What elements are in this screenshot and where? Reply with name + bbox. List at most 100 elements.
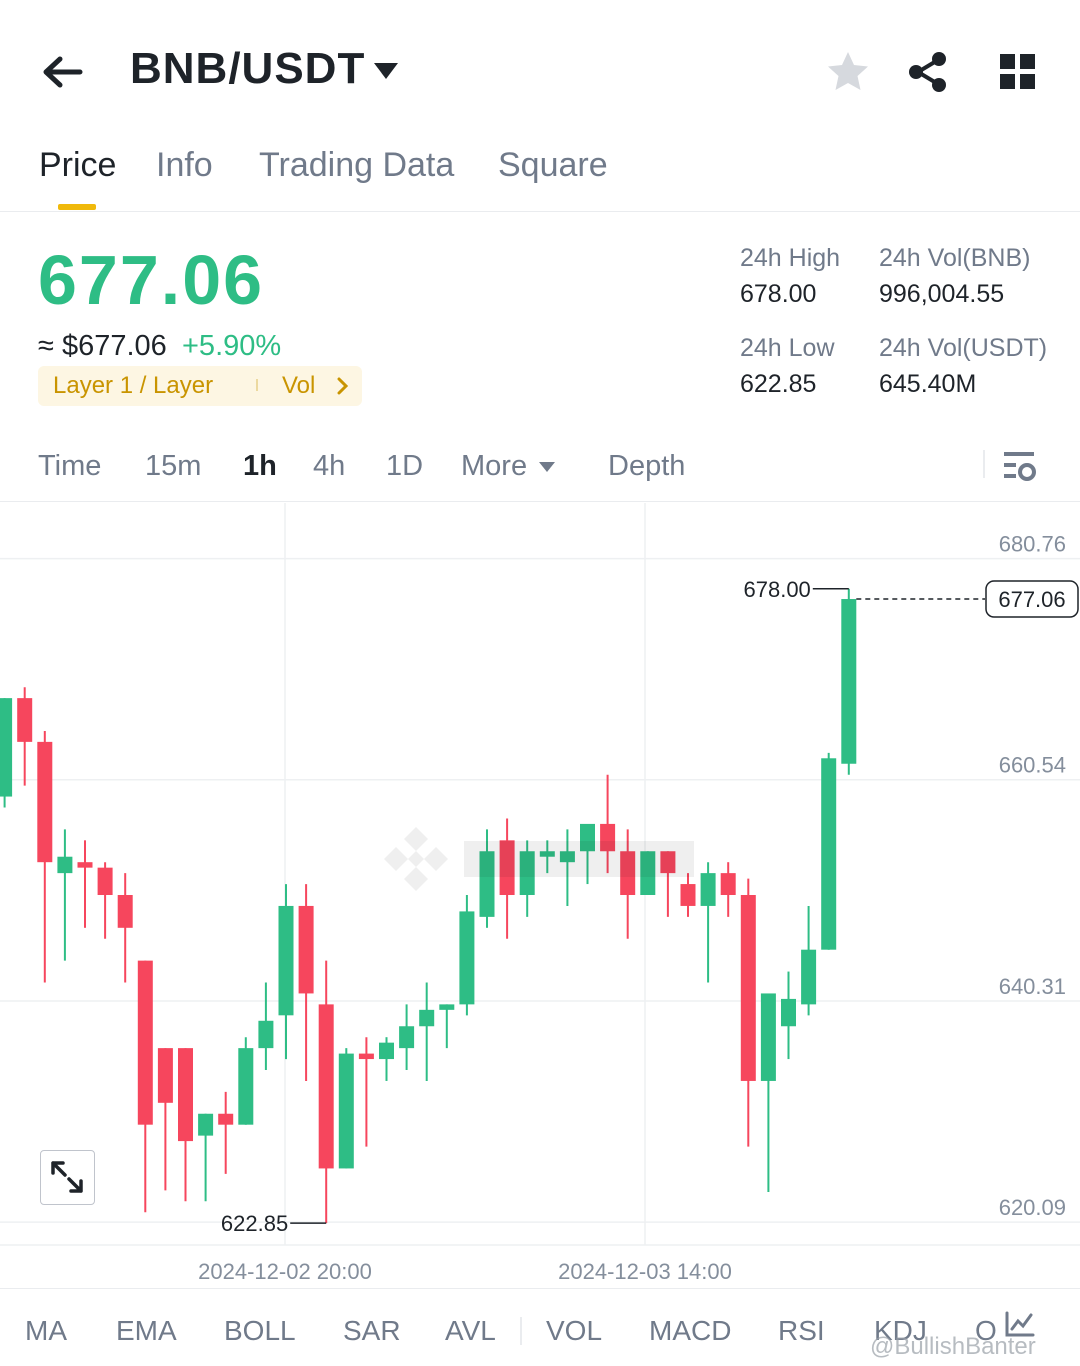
arrow-left-icon[interactable] [36, 46, 88, 98]
binance-logo-watermark [384, 823, 704, 893]
y-axis-tick-label: 640.31 [999, 974, 1066, 999]
tab-info[interactable]: Info [156, 146, 213, 184]
candle-up [781, 998, 796, 1027]
interval-15m[interactable]: 15m [145, 450, 202, 482]
candlestick-chart[interactable]: 680.76 660.54 640.31 620.09 2024-12-02 20:00… [0, 503, 1080, 1286]
candle-down [720, 873, 736, 895]
candle-up [379, 1042, 394, 1060]
high-marker-label: 678.00 [744, 577, 811, 602]
indicator-kdj[interactable]: KDJ [874, 1315, 927, 1346]
candle-up [559, 851, 575, 863]
candle-down [680, 884, 696, 906]
x-axis-tick-label: 2024-12-02 20:00 [198, 1259, 372, 1284]
indicator-rsi[interactable]: RSI [778, 1315, 825, 1346]
caret-down-icon[interactable] [372, 60, 400, 82]
candle-up [278, 905, 294, 1016]
last-price-badge [985, 580, 1079, 618]
x-axis-tick-label: 2024-12-03 14:00 [558, 1259, 732, 1284]
candle-up [841, 599, 857, 764]
candle-down [137, 960, 153, 1125]
indicator-settings-icon[interactable] [1004, 1309, 1036, 1339]
last-price-label: 677.06 [998, 587, 1065, 612]
candle-up [700, 873, 716, 906]
vol-base-value: 996,004.55 [879, 280, 1005, 308]
star-icon[interactable] [824, 48, 872, 96]
candle-down [298, 905, 314, 994]
interval-more[interactable]: More [461, 450, 528, 482]
interval-bar: Time 15m 1h 4h 1D More Depth [0, 432, 1080, 502]
candle-up [0, 698, 13, 797]
tab-square[interactable]: Square [498, 146, 608, 184]
candle-up [479, 851, 495, 917]
expand-icon[interactable] [40, 1150, 95, 1205]
indicator-bar: MA EMA BOLL SAR AVL VOL MACD RSI KDJ O @… [0, 1288, 1080, 1366]
indicator-avl[interactable]: AVL [445, 1315, 496, 1346]
candle-down [620, 851, 636, 895]
candle-down [178, 1048, 193, 1142]
indicator-macd[interactable]: MACD [649, 1315, 732, 1346]
caret-down-icon[interactable] [538, 460, 556, 472]
y-axis-tick-label: 620.09 [999, 1195, 1066, 1220]
tag-divider [256, 379, 258, 391]
interval-1d[interactable]: 1D [386, 450, 424, 482]
indicator-boll[interactable]: BOLL [224, 1315, 296, 1346]
candle-up [821, 758, 837, 950]
tab-price[interactable]: Price [39, 146, 117, 184]
interval-time[interactable]: Time [38, 450, 102, 482]
interval-depth[interactable]: Depth [608, 450, 686, 482]
high-label: 24h High [740, 244, 841, 272]
category-tag[interactable]: Layer 1 / Layer Vol [38, 366, 362, 406]
candle-down [218, 1113, 234, 1125]
candle-up [519, 851, 535, 895]
candle-down [77, 862, 93, 868]
indicator-ema[interactable]: EMA [116, 1315, 177, 1346]
candle-down [157, 1048, 173, 1103]
candle-up [760, 993, 776, 1081]
chart-settings-icon[interactable] [1002, 450, 1038, 484]
tab-trading-data[interactable]: Trading Data [259, 146, 455, 184]
percent-change: +5.90% [182, 330, 282, 362]
candle-down [37, 741, 53, 863]
candle-up [399, 1026, 415, 1049]
chart-canvas: 680.76 660.54 640.31 620.09 2024-12-02 20:00… [0, 503, 1080, 1284]
candle-up [419, 1009, 435, 1027]
candle-up [238, 1048, 254, 1125]
candle-down [117, 895, 133, 928]
candle-up [338, 1053, 354, 1169]
low-marker-label: 622.85 [221, 1211, 288, 1236]
candle-up [439, 1004, 455, 1010]
candle-up [57, 856, 73, 874]
pair-title[interactable]: BNB/USDT [130, 44, 366, 93]
indicator-ma[interactable]: MA [25, 1315, 67, 1346]
candle-down [97, 867, 113, 895]
low-label: 24h Low [740, 334, 835, 362]
divider [983, 450, 985, 478]
grid-icon[interactable] [996, 50, 1040, 94]
last-price: 677.06 [38, 241, 265, 319]
page-tabs: Price Info Trading Data Square [0, 130, 1080, 212]
candle-down [600, 823, 616, 852]
candle-down [318, 1004, 334, 1169]
indicator-more[interactable]: O [975, 1315, 997, 1346]
y-axis-tick-label: 660.54 [999, 753, 1066, 778]
chevron-right-icon [334, 376, 352, 396]
header: BNB/USDT [0, 0, 1080, 130]
candle-up [198, 1113, 214, 1136]
indicator-vol[interactable]: VOL [546, 1315, 603, 1346]
tag-category-label: Layer 1 / Layer [53, 372, 214, 399]
interval-1h[interactable]: 1h [243, 450, 277, 482]
vol-quote-label: 24h Vol(USDT) [879, 334, 1048, 362]
candle-up [258, 1020, 274, 1049]
candle-up [580, 823, 595, 852]
candle-up [459, 911, 475, 1005]
candle-up [539, 851, 555, 857]
interval-4h[interactable]: 4h [313, 450, 346, 482]
candle-down [17, 698, 33, 742]
divider [520, 1317, 522, 1345]
high-value: 678.00 [740, 280, 817, 308]
candle-up [801, 949, 817, 1005]
usd-price: ≈ $677.06 [38, 330, 167, 362]
low-value: 622.85 [740, 370, 817, 398]
share-icon[interactable] [904, 48, 952, 96]
indicator-sar[interactable]: SAR [343, 1315, 401, 1346]
